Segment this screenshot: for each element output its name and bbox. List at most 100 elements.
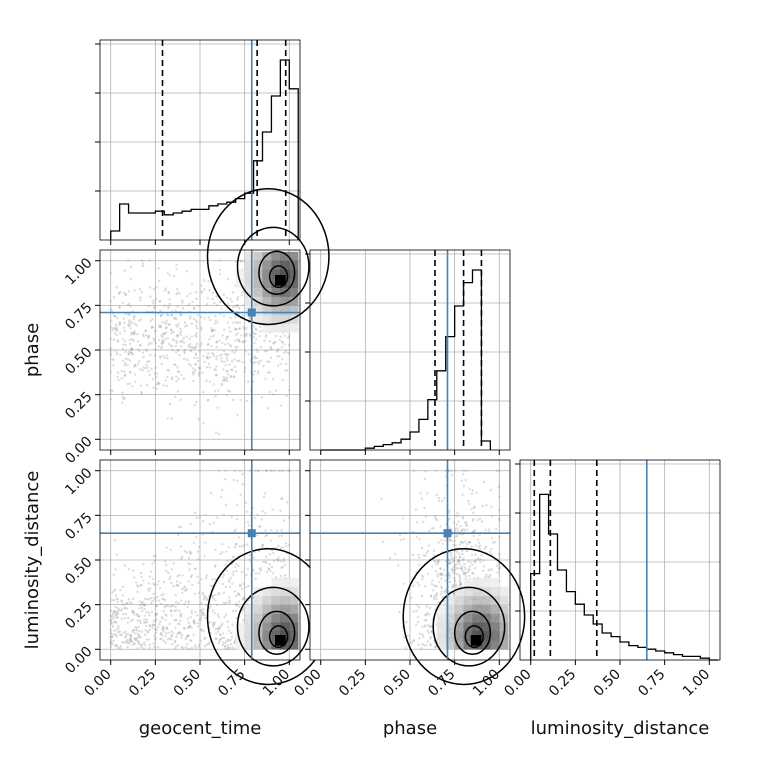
scatter-point xyxy=(279,546,283,550)
scatter-point xyxy=(234,594,238,597)
scatter-point xyxy=(152,299,155,303)
scatter-point xyxy=(197,558,200,561)
density-cell xyxy=(280,251,290,262)
scatter-point xyxy=(264,561,268,564)
scatter-point xyxy=(126,645,129,649)
scatter-point xyxy=(157,599,161,602)
scatter-point xyxy=(190,626,193,629)
scatter-point xyxy=(240,334,243,337)
scatter-point xyxy=(142,579,145,582)
scatter-point xyxy=(142,333,145,336)
scatter-point xyxy=(123,374,126,378)
scatter-point xyxy=(160,637,163,640)
scatter-point xyxy=(428,529,431,533)
scatter-point xyxy=(184,600,187,604)
scatter-point xyxy=(132,332,136,335)
scatter-point xyxy=(203,596,207,599)
scatter-point xyxy=(126,304,129,307)
scatter-point xyxy=(212,383,215,386)
density-cell xyxy=(271,595,281,605)
scatter-point xyxy=(179,340,182,343)
scatter-point xyxy=(120,377,123,380)
scatter-point xyxy=(177,525,181,528)
scatter-point xyxy=(181,591,184,595)
scatter-point xyxy=(279,335,282,339)
scatter-point xyxy=(113,314,116,318)
scatter-point xyxy=(123,396,126,400)
scatter-point xyxy=(421,577,424,581)
scatter-point xyxy=(456,534,459,538)
scatter-point xyxy=(128,359,132,362)
scatter-point xyxy=(217,469,221,472)
scatter-point xyxy=(135,581,138,584)
scatter-point xyxy=(152,623,155,626)
scatter-point xyxy=(178,354,181,357)
scatter-point xyxy=(282,546,285,549)
density-cell xyxy=(253,314,263,324)
scatter-point xyxy=(264,333,268,337)
scatter-point xyxy=(133,363,137,367)
scatter-point xyxy=(264,555,268,558)
scatter-point xyxy=(172,274,176,278)
scatter-point xyxy=(174,316,177,320)
scatter-point xyxy=(163,598,167,602)
scatter-point xyxy=(195,321,199,324)
scatter-point xyxy=(205,598,208,602)
scatter-point xyxy=(222,314,226,318)
scatter-point xyxy=(208,620,212,624)
scatter-point xyxy=(215,295,218,298)
scatter-point xyxy=(153,560,156,563)
scatter-point xyxy=(145,611,148,614)
scatter-point xyxy=(241,291,245,294)
scatter-point xyxy=(204,513,207,517)
contour-line-1 xyxy=(464,625,484,649)
scatter-point xyxy=(236,603,239,606)
scatter-point xyxy=(121,640,124,644)
scatter-point xyxy=(155,614,158,617)
scatter-point xyxy=(427,613,431,616)
density-cell xyxy=(463,577,473,588)
scatter-point xyxy=(193,622,196,625)
scatter-point xyxy=(224,563,227,566)
scatter-point xyxy=(123,291,126,295)
scatter-point xyxy=(226,379,229,383)
scatter-point xyxy=(157,279,161,283)
scatter-point xyxy=(249,334,252,338)
scatter-point xyxy=(153,305,156,309)
scatter-point xyxy=(439,593,443,596)
scatter-point xyxy=(435,592,439,595)
scatter-point xyxy=(234,316,237,319)
scatter-point xyxy=(232,570,235,574)
scatter-point xyxy=(109,299,112,303)
scatter-point xyxy=(147,360,151,363)
scatter-point xyxy=(271,508,274,511)
scatter-point xyxy=(211,328,215,332)
scatter-point xyxy=(126,601,129,605)
scatter-point xyxy=(201,520,205,523)
scatter-point xyxy=(253,357,257,360)
scatter-point xyxy=(239,398,242,402)
scatter-point xyxy=(166,337,169,340)
scatter-point xyxy=(256,513,259,517)
contour-line-3 xyxy=(432,586,506,667)
density-cell xyxy=(499,640,509,650)
scatter-point xyxy=(162,630,165,633)
scatter-point xyxy=(113,539,117,542)
scatter-point xyxy=(281,340,284,344)
scatter-point xyxy=(111,618,114,621)
scatter-point xyxy=(491,541,495,544)
scatter-point xyxy=(160,345,164,348)
scatter-point xyxy=(203,636,207,640)
scatter-point xyxy=(247,352,250,356)
density-cell xyxy=(280,323,290,333)
scatter-point xyxy=(177,584,180,587)
scatter-point xyxy=(245,573,248,577)
density-cell xyxy=(472,586,482,597)
scatter-point xyxy=(460,540,463,544)
scatter-point xyxy=(144,597,147,601)
scatter-point xyxy=(160,347,163,350)
scatter-point xyxy=(164,327,168,330)
scatter-point xyxy=(196,622,200,625)
scatter-point xyxy=(464,478,467,482)
density-cell xyxy=(271,604,281,614)
